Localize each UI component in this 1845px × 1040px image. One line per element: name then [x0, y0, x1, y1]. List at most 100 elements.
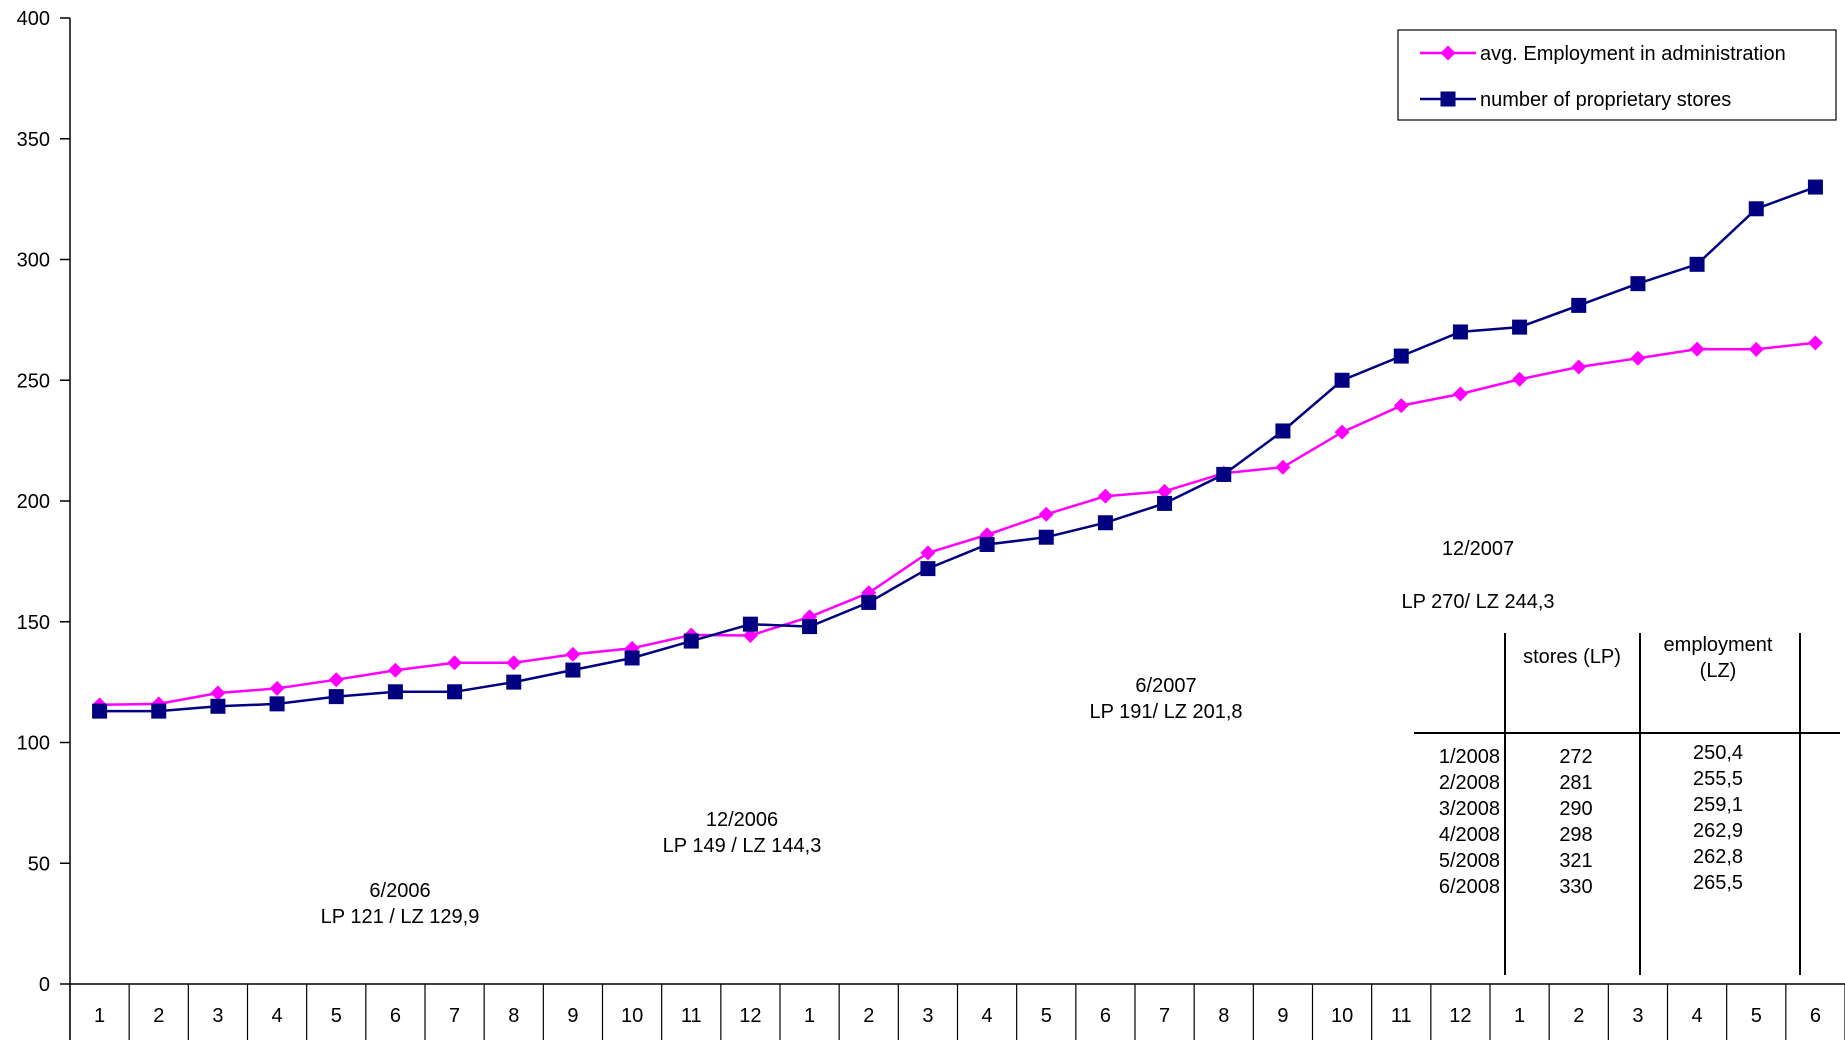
data-point-employment — [269, 680, 285, 696]
series-line-employment — [99, 341, 1816, 707]
x-tick-label: 3 — [1632, 1005, 1643, 1027]
data-point-stores — [269, 696, 285, 712]
table-cell-stores: 321 — [1559, 850, 1592, 872]
data-point-employment — [1748, 341, 1764, 357]
y-tick-label: 300 — [17, 250, 50, 272]
legend-label-employment: avg. Employment in administration — [1480, 43, 1786, 65]
x-tick-label: 12 — [739, 1005, 761, 1027]
x-tick-label: 8 — [508, 1005, 519, 1027]
data-point-stores — [1689, 256, 1705, 272]
data-point-employment — [1393, 398, 1409, 414]
x-tick-label: 7 — [1159, 1005, 1170, 1027]
table-cell-employment: 265,5 — [1693, 872, 1743, 894]
data-point-stores — [1097, 515, 1113, 531]
x-tick-label: 4 — [272, 1005, 283, 1027]
x-tick-label: 7 — [449, 1005, 460, 1027]
table-header-employment: (LZ) — [1700, 660, 1737, 682]
x-tick-label: 9 — [1277, 1005, 1288, 1027]
x-tick-label: 10 — [1331, 1005, 1353, 1027]
data-point-stores — [447, 684, 463, 700]
data-point-stores — [861, 594, 877, 610]
x-tick-label: 11 — [1391, 1005, 1412, 1027]
data-point-employment — [1275, 459, 1291, 475]
x-tick-label: 11 — [681, 1005, 702, 1027]
data-point-stores — [1512, 319, 1528, 335]
data-point-stores — [92, 703, 108, 719]
x-tick-label: 5 — [1751, 1005, 1762, 1027]
data-point-stores — [1275, 423, 1291, 439]
data-point-employment — [742, 628, 758, 644]
table-row-label: 4/2008 — [1439, 824, 1500, 846]
data-point-stores — [1630, 276, 1646, 292]
x-tick-label: 2 — [863, 1005, 874, 1027]
data-point-employment — [506, 655, 522, 671]
table-cell-employment: 255,5 — [1693, 768, 1743, 790]
table-cell-employment: 262,9 — [1693, 820, 1743, 842]
chart-annotations: 6/2006 LP 121 / LZ 129,9 12/2006 LP 149 / L… — [321, 538, 1555, 928]
x-tick-label: 2 — [1573, 1005, 1584, 1027]
legend-label-stores: number of proprietary stores — [1480, 89, 1731, 111]
table-row-label: 5/2008 — [1439, 850, 1500, 872]
data-table: stores (LP) employment (LZ) 1/2008 272 250,4 2… — [1414, 633, 1840, 975]
table-cell-employment: 262,8 — [1693, 846, 1743, 868]
data-point-employment — [1334, 424, 1350, 440]
data-point-stores — [151, 703, 167, 719]
data-point-stores — [683, 633, 699, 649]
data-point-employment — [447, 655, 463, 671]
data-point-stores — [387, 684, 403, 700]
data-point-stores — [328, 689, 344, 705]
y-tick-label: 0 — [39, 974, 50, 996]
y-tick-label: 400 — [17, 8, 50, 30]
data-point-stores — [1216, 466, 1232, 482]
data-point-stores — [1571, 297, 1587, 313]
data-point-stores — [1452, 324, 1468, 340]
data-point-employment — [1630, 350, 1646, 366]
table-cell-stores: 281 — [1559, 772, 1592, 794]
data-point-employment — [1452, 386, 1468, 402]
data-point-employment — [1512, 371, 1528, 387]
y-tick-label: 250 — [17, 370, 50, 392]
table-row-label: 3/2008 — [1439, 798, 1500, 820]
legend-box — [1397, 29, 1837, 121]
y-tick-label: 150 — [17, 612, 50, 634]
data-point-stores — [1393, 348, 1409, 364]
data-point-stores — [506, 674, 522, 690]
annotation-label: 12/2006 — [706, 809, 778, 831]
table-cell-employment: 259,1 — [1693, 794, 1743, 816]
x-tick-label: 6 — [1100, 1005, 1111, 1027]
x-tick-label: 5 — [331, 1005, 342, 1027]
annotation-label: LP 191/ LZ 201,8 — [1089, 701, 1242, 723]
chart-series — [92, 179, 1823, 719]
x-tick-label: 4 — [1692, 1005, 1703, 1027]
data-point-employment — [387, 662, 403, 678]
table-header-stores: stores (LP) — [1523, 646, 1621, 668]
data-point-employment — [1807, 335, 1823, 351]
table-cell-employment: 250,4 — [1693, 742, 1743, 764]
data-point-stores — [624, 650, 640, 666]
x-tick-label: 6 — [1810, 1005, 1821, 1027]
annotation-label: LP 149 / LZ 144,3 — [663, 835, 822, 857]
series-line-stores — [99, 185, 1816, 713]
table-cell-stores: 330 — [1559, 876, 1592, 898]
data-point-stores — [920, 561, 936, 577]
data-point-employment — [1097, 488, 1113, 504]
legend-marker-employment — [1440, 45, 1456, 61]
x-tick-label: 10 — [621, 1005, 643, 1027]
data-point-stores — [1807, 179, 1823, 195]
data-point-stores — [1748, 201, 1764, 217]
x-tick-label: 3 — [212, 1005, 223, 1027]
x-tick-label: 3 — [922, 1005, 933, 1027]
table-cell-stores: 290 — [1559, 798, 1592, 820]
table-row-label: 2/2008 — [1439, 772, 1500, 794]
data-point-employment — [1689, 341, 1705, 357]
x-tick-label: 6 — [390, 1005, 401, 1027]
y-tick-label: 350 — [17, 129, 50, 151]
x-tick-label: 1 — [94, 1005, 105, 1027]
annotation-label: LP 270/ LZ 244,3 — [1401, 591, 1554, 613]
x-tick-label: 1 — [1514, 1005, 1525, 1027]
x-tick-label: 2 — [153, 1005, 164, 1027]
annotation-label: 12/2007 — [1442, 538, 1514, 560]
x-tick-label: 1 — [804, 1005, 815, 1027]
